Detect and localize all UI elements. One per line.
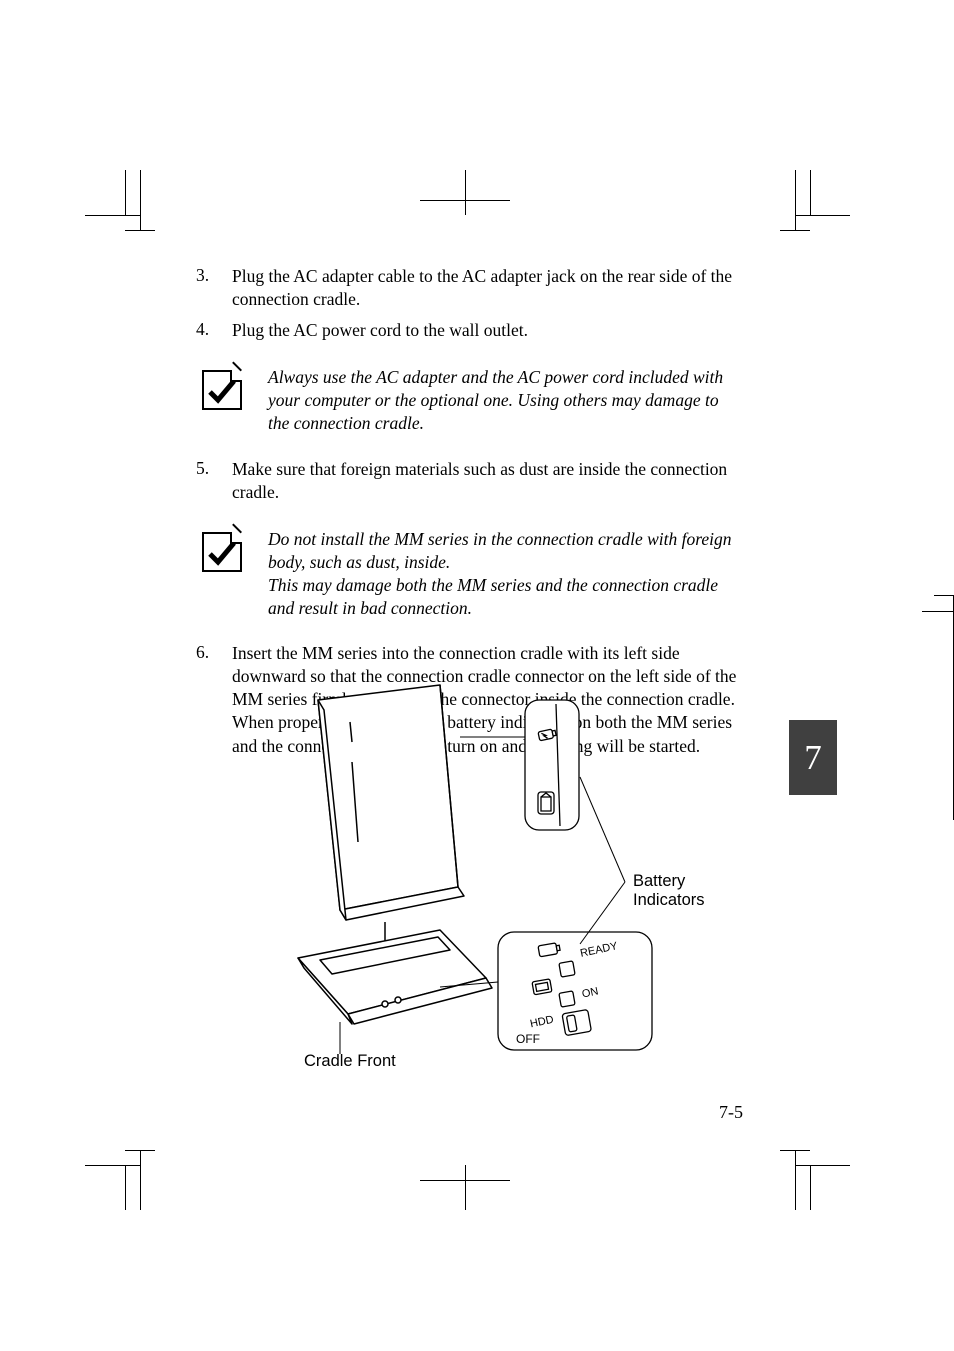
step-number: 5.: [196, 458, 232, 504]
step-5: 5. Make sure that foreign materials such…: [196, 458, 740, 504]
step-text: Plug the AC adapter cable to the AC adap…: [232, 265, 740, 311]
crop-mark-bottom-center: [420, 1165, 510, 1210]
step-3: 3. Plug the AC adapter cable to the AC a…: [196, 265, 740, 311]
step-4: 4. Plug the AC power cord to the wall ou…: [196, 319, 740, 342]
step-number: 3.: [196, 265, 232, 311]
crop-mark-bottom-right: [780, 1150, 850, 1210]
label-off: OFF: [516, 1032, 540, 1046]
note-text: Do not install the MM series in the conn…: [268, 528, 740, 620]
label-line: Battery: [633, 872, 685, 890]
crop-mark-top-right: [780, 170, 850, 230]
step-text: Plug the AC power cord to the wall outle…: [232, 319, 740, 342]
label-cradle-front: Cradle Front: [304, 1052, 396, 1071]
step-number: 4.: [196, 319, 232, 342]
note-line-1: Do not install the MM series in the conn…: [268, 529, 732, 572]
note-icon: [202, 370, 242, 410]
crop-mark-top-left: [85, 170, 155, 230]
crop-mark-top-center: [420, 170, 510, 215]
note-icon: [202, 532, 242, 572]
step-number: 6.: [196, 642, 232, 757]
label-line: Indicators: [633, 891, 705, 909]
crop-mark-bottom-left: [85, 1150, 155, 1210]
note-1: Always use the AC adapter and the AC pow…: [196, 366, 740, 435]
chapter-number: 7: [804, 738, 822, 778]
thumb-index: 7: [779, 395, 954, 820]
figure-cradle-diagram: Battery Indicators Cradle Front READY ON…: [280, 682, 740, 1070]
step-text: Make sure that foreign materials such as…: [232, 458, 740, 504]
note-text: Always use the AC adapter and the AC pow…: [268, 366, 740, 435]
chapter-tab: 7: [789, 720, 837, 795]
page-number: 7-5: [719, 1102, 743, 1123]
label-battery-indicators: Battery Indicators: [633, 872, 705, 910]
note-2: Do not install the MM series in the conn…: [196, 528, 740, 620]
page: 7 3. Plug the AC adapter cable to the AC…: [0, 0, 954, 1351]
note-line-2: This may damage both the MM series and t…: [268, 575, 718, 618]
